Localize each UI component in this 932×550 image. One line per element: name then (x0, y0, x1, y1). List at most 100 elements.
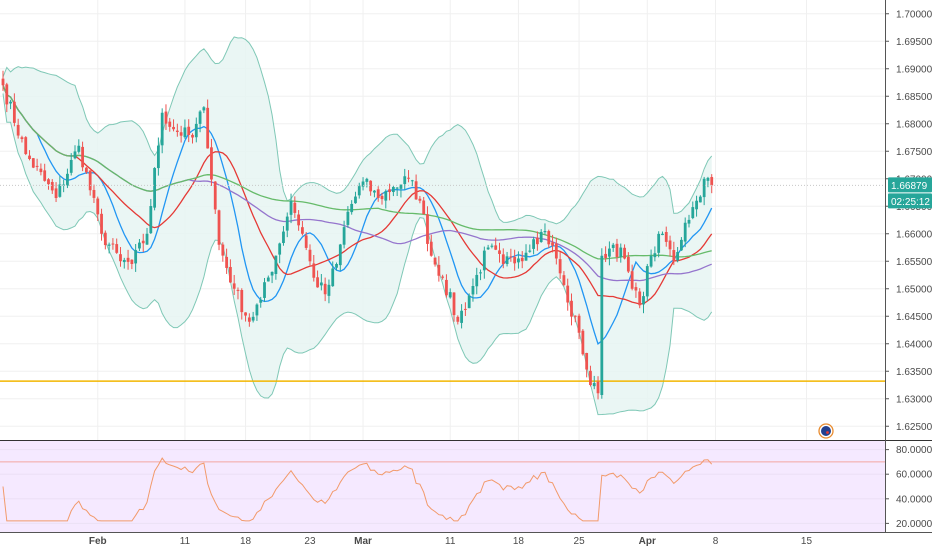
candle-body (308, 249, 312, 262)
candle (391, 185, 395, 197)
rsi-line (2, 457, 713, 522)
candle-body (103, 232, 107, 246)
candle (43, 163, 47, 182)
rsi-tick-label: 60.0000 (896, 470, 932, 481)
candle (164, 104, 168, 130)
candle-body (213, 181, 217, 210)
candles (1, 70, 714, 400)
candle (274, 255, 278, 280)
candle-body (266, 277, 270, 282)
candle-body (221, 244, 225, 256)
candle-body (596, 381, 600, 394)
candle (221, 242, 225, 262)
candle (225, 248, 229, 274)
candle (5, 82, 9, 113)
event-flag-icon[interactable] (818, 423, 834, 439)
candle-body (570, 300, 573, 317)
candle-body (535, 237, 539, 245)
candle-body (172, 126, 175, 130)
candle (448, 288, 452, 299)
candle (39, 163, 43, 176)
candle-body (611, 244, 615, 248)
candle-body (365, 178, 369, 182)
candle (28, 150, 31, 161)
candle (441, 274, 445, 280)
candle-body (498, 250, 501, 254)
countdown-label: 02:25:12 (891, 197, 930, 208)
candle-body (361, 181, 365, 187)
candle-body (687, 219, 691, 224)
candle-body (585, 352, 589, 370)
candle-body (77, 145, 81, 152)
candle (12, 93, 16, 127)
candle-body (327, 284, 331, 296)
x-tick-label: 18 (240, 536, 252, 547)
candle-body (47, 179, 50, 185)
candle (81, 141, 84, 172)
candle (92, 184, 96, 203)
candle-body (645, 266, 649, 297)
candle-body (437, 264, 441, 276)
candle (638, 288, 642, 309)
candle (520, 251, 524, 269)
candle (608, 241, 611, 266)
candle (31, 158, 35, 169)
candle-body (278, 243, 282, 255)
countdown-badge (888, 193, 932, 209)
candle-body (543, 231, 547, 233)
x-tick-label: Feb (89, 536, 107, 547)
candle (619, 243, 623, 263)
candle-body (297, 214, 301, 226)
candle-body (331, 268, 335, 287)
candle-body (657, 233, 661, 253)
candle-body (168, 121, 172, 127)
candle (54, 182, 58, 203)
candle-body (304, 235, 308, 248)
candle-body (471, 286, 475, 295)
event-flag-dot (826, 431, 829, 434)
candle (115, 238, 119, 254)
candle-body (706, 177, 710, 181)
candle (259, 296, 263, 308)
candle-body (251, 316, 255, 321)
y-tick-label: 1.70000 (896, 9, 932, 20)
candle-body (680, 239, 683, 251)
candle-body (604, 253, 608, 258)
candle (354, 191, 357, 204)
candle-body (312, 263, 316, 278)
y-tick-label: 1.67500 (896, 147, 932, 158)
candle-body (422, 200, 426, 215)
rsi-tick-label: 80.0000 (896, 445, 932, 456)
candle-body (615, 243, 619, 257)
candle-body (547, 231, 551, 245)
candle-body (698, 196, 702, 203)
candle (668, 235, 672, 257)
y-tick-label: 1.64500 (896, 312, 932, 323)
y-tick-label: 1.65000 (896, 284, 932, 295)
candle (263, 277, 266, 302)
candle (490, 243, 494, 249)
bollinger-upper-line (2, 36, 713, 225)
candle (475, 267, 479, 295)
candle (589, 365, 592, 387)
candle-body (270, 271, 274, 276)
candle (414, 174, 418, 200)
candle (539, 229, 543, 243)
candle-body (630, 271, 634, 289)
current-price-badge[interactable] (888, 177, 932, 193)
candle-body (619, 247, 623, 257)
candle (100, 208, 103, 241)
x-tick-label: 18 (513, 536, 525, 547)
candle (202, 106, 206, 114)
candle-body (50, 181, 54, 191)
candle (596, 376, 600, 400)
candle-body (661, 233, 664, 236)
candle-body (175, 130, 179, 133)
candle-body (433, 257, 437, 265)
candle-body (289, 200, 293, 215)
candle (494, 237, 498, 251)
candle (103, 230, 107, 250)
x-tick-label: 11 (445, 536, 456, 547)
candle-body (664, 231, 668, 242)
